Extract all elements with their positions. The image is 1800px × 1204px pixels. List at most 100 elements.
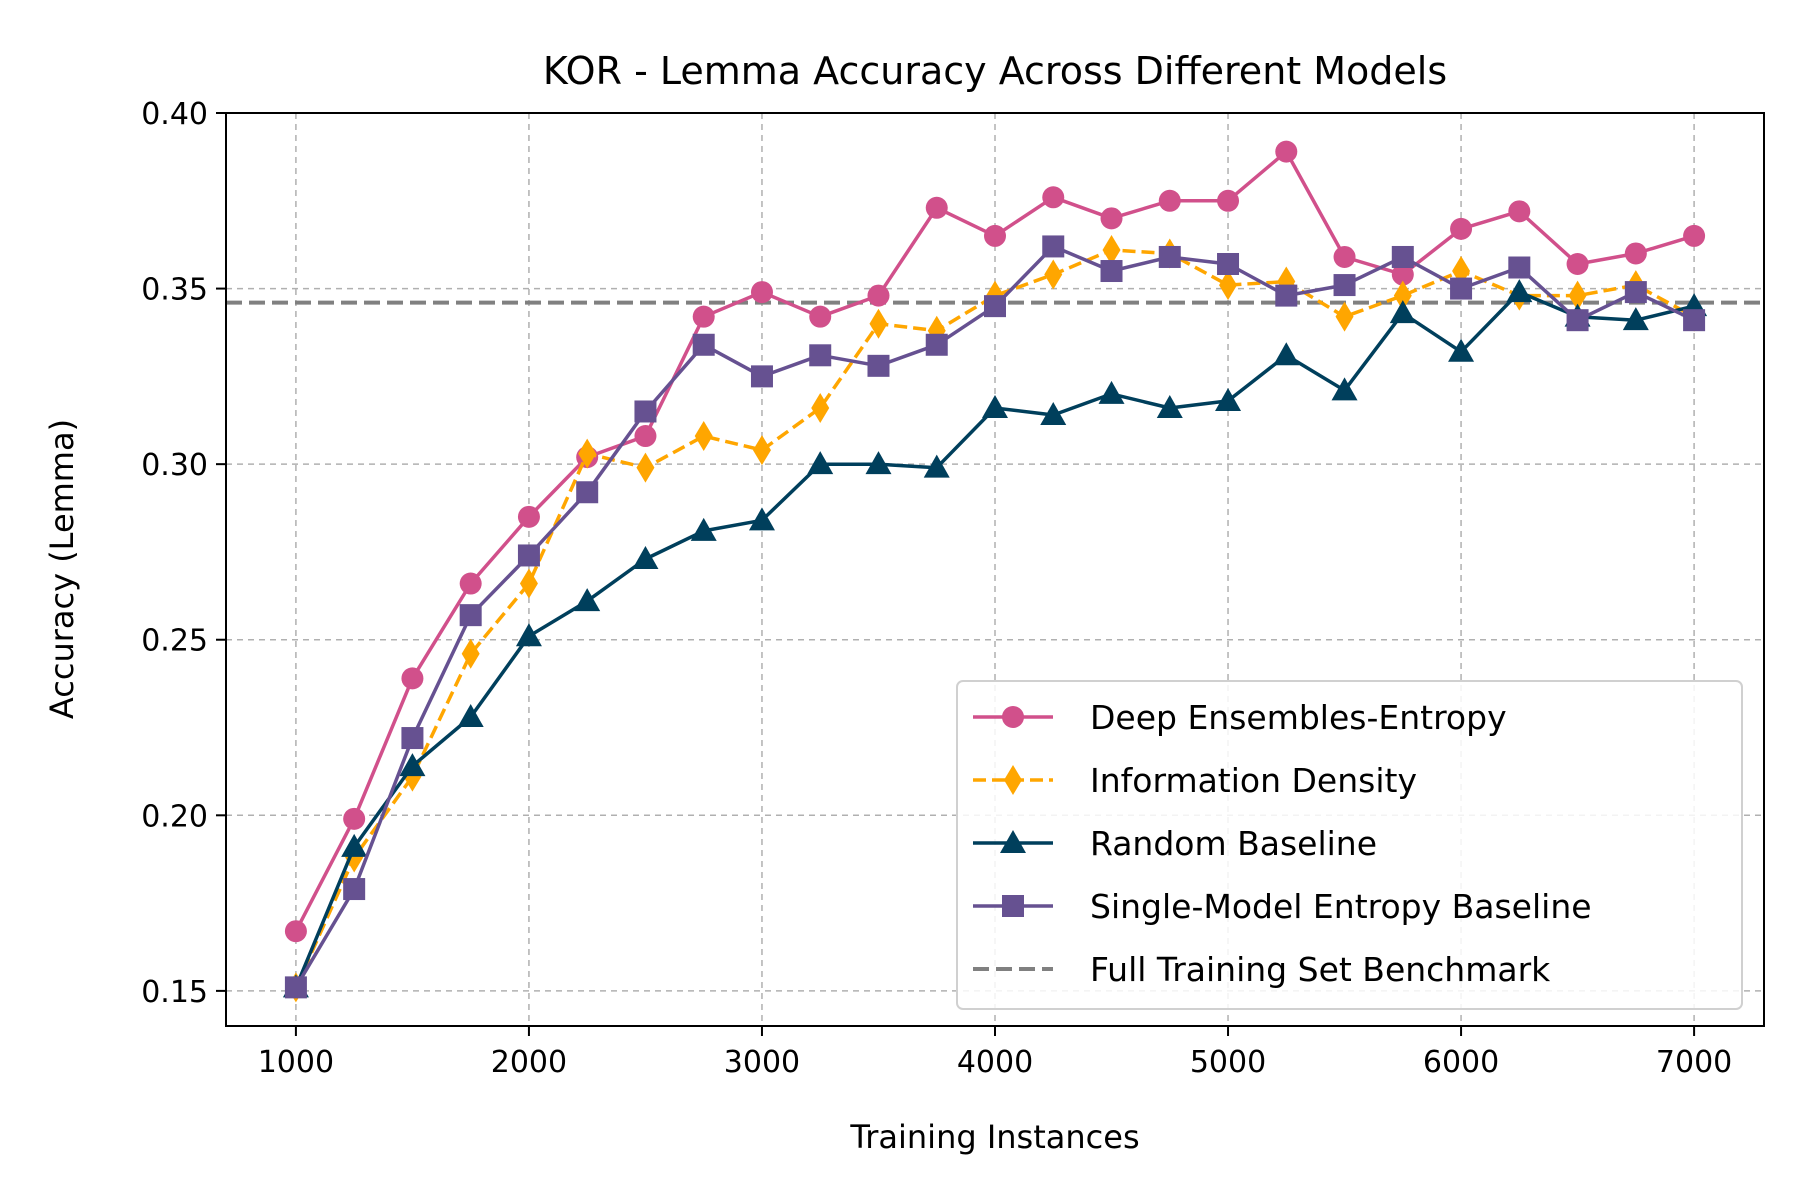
legend-item: Full Training Set Benchmark (973, 950, 1551, 989)
data-point (1566, 309, 1589, 332)
data-point (401, 667, 424, 690)
data-point (636, 452, 655, 483)
y-tick-label: 0.40 (141, 97, 208, 132)
data-point (925, 333, 948, 356)
y-tick-label: 0.30 (141, 448, 208, 483)
legend-marker (1000, 830, 1026, 853)
legend-label: Random Baseline (1090, 824, 1377, 863)
legend-marker (1002, 895, 1024, 917)
data-point (1448, 338, 1475, 362)
legend-marker (1002, 706, 1024, 728)
series-layer (282, 140, 1708, 1003)
data-point (1624, 281, 1647, 304)
data-point (632, 545, 659, 569)
data-point (457, 703, 484, 727)
data-point (1273, 342, 1300, 366)
legend-item: Single-Model Entropy Baseline (973, 887, 1592, 926)
data-point (1042, 235, 1065, 258)
data-point (1450, 277, 1473, 300)
data-point (284, 920, 307, 943)
data-point (1683, 309, 1706, 332)
x-tick-label: 3000 (724, 1045, 800, 1080)
data-point (1098, 380, 1125, 404)
data-point (576, 481, 599, 504)
data-point (1219, 270, 1238, 301)
data-point (1156, 394, 1183, 418)
data-point (1331, 377, 1358, 401)
legend-label: Information Density (1090, 761, 1417, 800)
legend-item: Information Density (973, 761, 1417, 800)
data-point (811, 392, 830, 423)
legend: Deep Ensembles-Entropy Information Densit… (956, 680, 1743, 1010)
legend-item: Deep Ensembles-Entropy (973, 698, 1507, 737)
y-tick-label: 0.25 (141, 624, 208, 659)
data-point (692, 333, 715, 356)
data-point (634, 425, 657, 448)
data-point (1333, 274, 1356, 297)
y-axis-label: Accuracy (Lemma) (43, 419, 81, 719)
legend-item: Random Baseline (973, 824, 1377, 863)
series-0 (284, 140, 1706, 943)
data-point (461, 638, 480, 669)
data-point (1100, 260, 1123, 283)
data-point (867, 354, 890, 377)
data-point (867, 284, 890, 307)
x-tick-label: 2000 (491, 1045, 567, 1080)
y-tick-label: 0.15 (141, 975, 208, 1010)
data-point (752, 435, 771, 466)
data-point (517, 544, 540, 567)
axes: 1000 2000 3000 4000 5000 6000 7000 0.15 0.20 0.25… (141, 97, 1732, 1080)
data-point (807, 451, 834, 475)
data-point (984, 295, 1006, 318)
data-point (1391, 245, 1414, 268)
data-point (982, 394, 1008, 418)
data-point (517, 505, 540, 528)
data-point (578, 438, 597, 469)
data-point (750, 365, 773, 388)
data-point (809, 344, 832, 367)
data-point (341, 833, 368, 857)
data-point (515, 623, 542, 647)
data-point (1217, 252, 1240, 275)
data-point (1568, 280, 1587, 311)
data-point (690, 517, 717, 541)
data-point (1393, 280, 1412, 311)
data-point (1391, 263, 1414, 286)
data-point (1683, 224, 1706, 247)
data-point (1333, 245, 1356, 268)
x-axis-label: Training Instances (849, 1118, 1139, 1156)
data-point (399, 753, 426, 777)
data-point (923, 454, 950, 478)
x-tick-label: 7000 (1656, 1045, 1732, 1080)
chart-title: KOR - Lemma Accuracy Across Different Mo… (543, 49, 1447, 93)
x-tick-label: 5000 (1190, 1045, 1266, 1080)
y-tick-label: 0.35 (141, 273, 208, 308)
x-tick-label: 4000 (957, 1045, 1033, 1080)
data-point (869, 308, 888, 339)
data-point (459, 604, 482, 627)
legend-label: Full Training Set Benchmark (1090, 950, 1551, 989)
data-point (1044, 259, 1063, 290)
data-point (1275, 140, 1298, 163)
data-point (1215, 387, 1242, 411)
data-point (1450, 217, 1473, 240)
legend-label: Deep Ensembles-Entropy (1090, 698, 1507, 737)
data-point (984, 224, 1006, 247)
data-point (692, 305, 715, 328)
data-point (634, 400, 657, 423)
data-point (1217, 189, 1240, 212)
data-point (343, 878, 366, 901)
data-point (1100, 207, 1123, 230)
y-tick-label: 0.20 (141, 799, 208, 834)
data-point (1624, 242, 1647, 265)
data-point (748, 507, 775, 531)
x-tick-label: 6000 (1423, 1045, 1499, 1080)
data-point (1275, 284, 1298, 307)
data-point (1622, 307, 1649, 331)
x-tick-label: 1000 (258, 1045, 334, 1080)
series-2 (282, 279, 1708, 998)
data-point (1158, 189, 1181, 212)
data-point (809, 305, 832, 328)
